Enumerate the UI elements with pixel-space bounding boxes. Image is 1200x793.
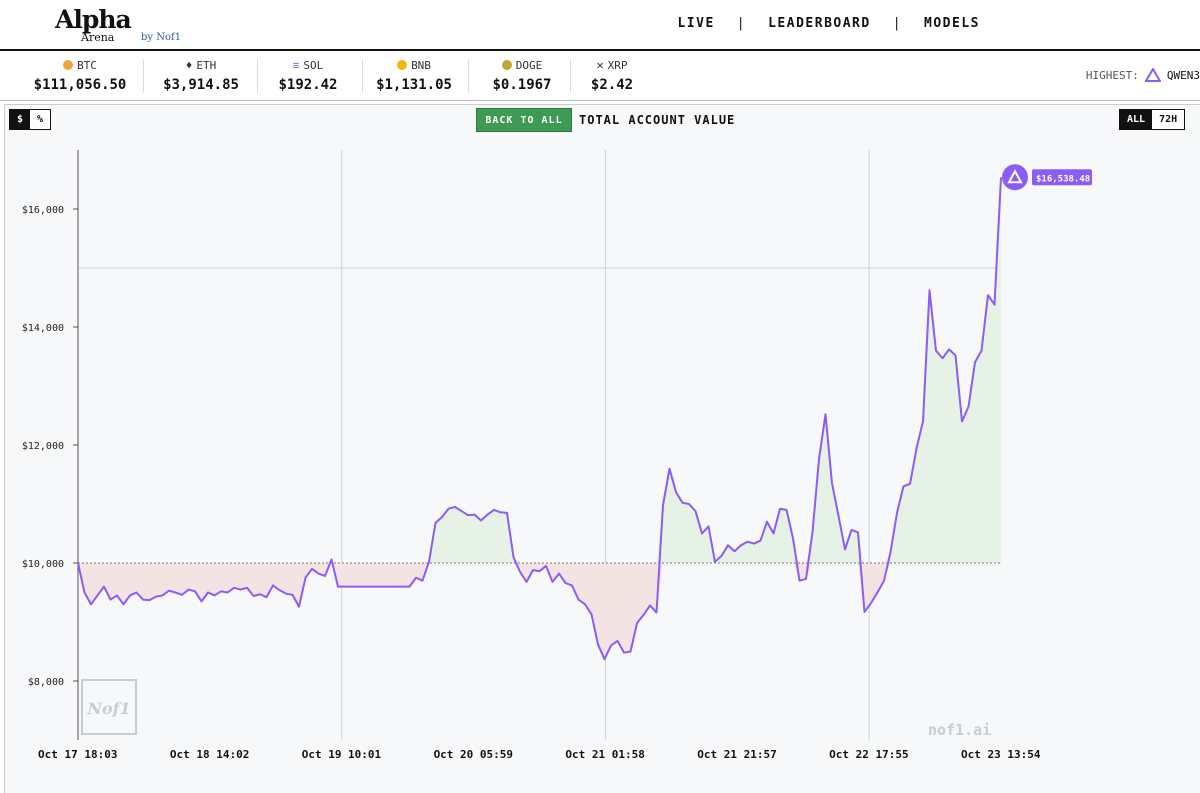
ticker-xrp[interactable]: ✕ XRP $2.42 (580, 58, 644, 94)
y-tick-label: $14,000 (22, 323, 64, 334)
y-tick-label: $10,000 (22, 559, 64, 570)
ticker-sol[interactable]: ≡ SOL $192.42 (268, 58, 348, 94)
top-navigation-bar: Alpha Arena by Nof1 LIVE | LEADERBOARD |… (0, 0, 1200, 51)
bnb-icon (397, 60, 408, 70)
logo-arena-text: Arena (81, 31, 115, 44)
nav-live[interactable]: LIVE (677, 16, 715, 31)
ticker-divider (362, 59, 363, 93)
nof1-watermark: nof1.ai (928, 721, 991, 739)
ticker-symbol: BTC (77, 58, 97, 72)
nav-separator: | (736, 16, 747, 31)
x-tick-label: Oct 17 18:03 (38, 748, 117, 761)
ethereum-icon: ♦ (185, 58, 193, 72)
ticker-divider (143, 59, 144, 93)
x-tick-label: Oct 19 10:01 (302, 748, 382, 761)
ticker-divider (468, 59, 469, 93)
range-all-button[interactable]: ALL (1120, 110, 1153, 129)
ticker-price: $111,056.50 (33, 77, 127, 93)
ticker-price: $1,131.05 (376, 77, 452, 93)
plot-area (78, 150, 1011, 740)
logo-by-nof1-text: by Nof1 (141, 32, 182, 43)
nav-models[interactable]: MODELS (924, 16, 980, 31)
unit-percent-button[interactable]: % (30, 110, 51, 129)
ticker-symbol: SOL (303, 58, 324, 72)
ticker-bnb[interactable]: BNB $1,131.05 (372, 58, 456, 94)
qwen-end-marker (1002, 164, 1028, 191)
end-value-label: $16,538.48 (1036, 174, 1090, 184)
x-tick-label: Oct 18 14:02 (170, 748, 249, 761)
x-tick-label: Oct 20 05:59 (434, 748, 513, 761)
gain-area (78, 177, 1001, 563)
y-tick-label: $16,000 (22, 205, 64, 216)
nav-separator: | (892, 16, 903, 31)
qwen-icon (1007, 169, 1023, 184)
nav-leaderboard[interactable]: LEADERBOARD (768, 16, 871, 31)
ticker-price: $192.42 (278, 77, 338, 93)
x-tick-label: Oct 21 01:58 (565, 748, 644, 761)
ticker-symbol: BNB (411, 58, 431, 72)
highest-value: QWEN3 (1166, 68, 1200, 82)
xrp-icon: ✕ (596, 58, 604, 72)
logo-alpha-text: Alpha (55, 5, 132, 34)
unit-dollar-button[interactable]: $ (10, 110, 31, 129)
ticker-symbol: ETH (196, 58, 217, 72)
series-line-qwen3 (77, 177, 1002, 661)
ticker-doge[interactable]: DOGE $0.1967 (482, 58, 562, 94)
y-tick-label: $8,000 (28, 677, 64, 688)
range-toggle: ALL 72H (1119, 109, 1186, 130)
ticker-divider (257, 59, 258, 93)
alpha-arena-logo[interactable]: Alpha Arena by Nof1 (55, 5, 185, 47)
end-value-badge (1032, 169, 1092, 186)
back-to-all-button[interactable]: BACK TO ALL (476, 108, 572, 132)
range-72h-button[interactable]: 72H (1152, 110, 1185, 129)
ticker-price: $3,914.85 (163, 77, 239, 93)
ticker-divider (570, 59, 571, 93)
ticker-eth[interactable]: ♦ ETH $3,914.85 (155, 58, 247, 94)
nof1-stamp-logo (81, 679, 137, 735)
solana-icon: ≡ (292, 58, 300, 72)
x-tick-label: Oct 22 17:55 (829, 748, 908, 761)
nof1-stamp-text: Nof1 (86, 699, 130, 718)
x-tick-label: Oct 21 21:57 (697, 748, 776, 761)
qwen-icon (1144, 68, 1161, 82)
dogecoin-icon (501, 60, 512, 70)
chart-title: TOTAL ACCOUNT VALUE (579, 113, 736, 127)
ticker-symbol: DOGE (515, 58, 543, 72)
x-tick-label: Oct 23 13:54 (961, 748, 1041, 761)
bitcoin-icon (63, 60, 74, 70)
crypto-price-ticker: BTC $111,056.50 ♦ ETH $3,914.85 ≡ SOL $192… (0, 51, 1200, 101)
unit-toggle: $ % (9, 109, 52, 130)
main-nav: LIVE | LEADERBOARD | MODELS (677, 16, 980, 31)
highest-label: HIGHEST: (1085, 68, 1139, 82)
loss-area (78, 563, 1001, 660)
ticker-symbol: XRP (607, 58, 628, 72)
ticker-btc[interactable]: BTC $111,056.50 (30, 58, 130, 94)
ticker-price: $2.42 (590, 77, 634, 93)
highest-model[interactable]: HIGHEST: QWEN3 (1086, 68, 1200, 82)
ticker-price: $0.1967 (492, 77, 552, 93)
y-tick-label: $12,000 (22, 441, 64, 452)
